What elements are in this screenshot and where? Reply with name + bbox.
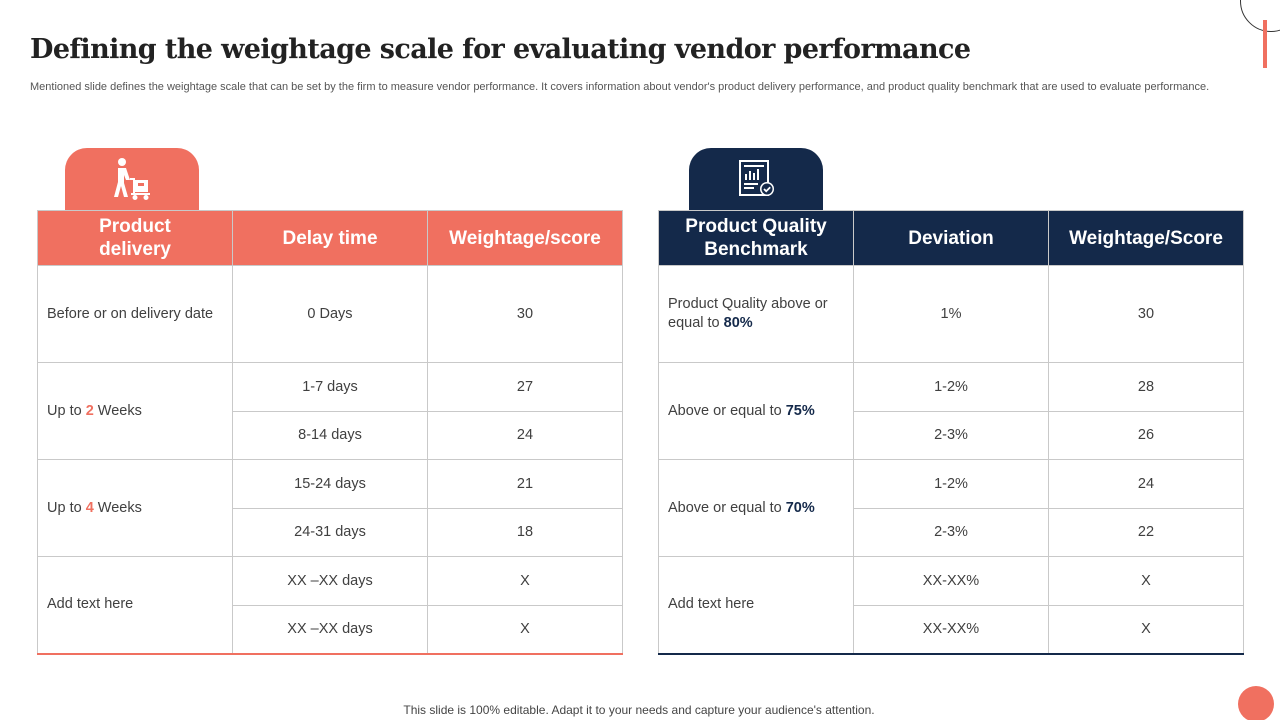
quality-report-icon — [739, 160, 774, 196]
table-row: Above or equal to 75% 1-2% 28 — [658, 362, 1244, 460]
table-row: Above or equal to 70% 1-2% 24 — [658, 459, 1244, 557]
table-row: 8-14 days 24 — [38, 410, 623, 460]
delivery-icon-tab — [65, 148, 199, 210]
table-row: 2-3% 22 — [659, 507, 1244, 557]
delay-time-cell: 0 Days — [232, 265, 428, 363]
score-cell: 24 — [1048, 459, 1244, 509]
row-label: Add text here — [658, 556, 854, 654]
table-row: Before or on delivery date 0 Days 30 — [37, 265, 623, 363]
row-label: Above or equal to 70% — [658, 459, 854, 557]
deviation-cell: XX-XX% — [853, 604, 1049, 654]
deviation-cell: XX-XX% — [853, 556, 1049, 606]
table-header-row: Product delivery Delay time Weightage/sc… — [37, 210, 623, 266]
score-cell: 27 — [427, 362, 623, 412]
deviation-cell: 2-3% — [853, 410, 1049, 460]
score-cell: X — [427, 556, 623, 606]
column-header: Weightage/Score — [1048, 210, 1244, 266]
deviation-cell: 1% — [853, 265, 1049, 363]
quality-weightage-table: Product Quality Benchmark Deviation Weig… — [658, 210, 1244, 655]
column-header: Deviation — [853, 210, 1049, 266]
table-header-row: Product Quality Benchmark Deviation Weig… — [658, 210, 1244, 266]
row-label: Up to 2 Weeks — [37, 362, 233, 460]
table-row: Up to 2 Weeks 1-7 days 27 — [37, 362, 623, 460]
quality-icon-tab — [689, 148, 823, 210]
delay-time-cell: XX –XX days — [232, 604, 428, 654]
score-cell: 22 — [1048, 507, 1244, 557]
delay-time-cell: 15-24 days — [232, 459, 428, 509]
decorative-dot — [1238, 686, 1274, 720]
decorative-circle — [1240, 0, 1280, 32]
footer-note: This slide is 100% editable. Adapt it to… — [403, 703, 875, 717]
delivery-worker-icon — [114, 158, 150, 200]
score-cell: 30 — [1048, 265, 1244, 363]
row-label: Above or equal to 75% — [658, 362, 854, 460]
score-cell: 24 — [427, 410, 623, 460]
column-header: Delay time — [232, 210, 428, 266]
row-label: Up to 4 Weeks — [37, 459, 233, 557]
column-header: Product delivery — [37, 210, 233, 266]
deviation-cell: 1-2% — [853, 362, 1049, 412]
deviation-cell: 1-2% — [853, 459, 1049, 509]
table-row: Up to 4 Weeks 15-24 days 21 — [37, 459, 623, 557]
delay-time-cell: 1-7 days — [232, 362, 428, 412]
score-cell: 26 — [1048, 410, 1244, 460]
score-cell: X — [1048, 604, 1244, 654]
column-header: Product Quality Benchmark — [658, 210, 854, 266]
score-cell: 18 — [427, 507, 623, 557]
table-row: Product Quality above or equal to 80% 1%… — [658, 265, 1244, 363]
delay-time-cell: 24-31 days — [232, 507, 428, 557]
score-cell: X — [427, 604, 623, 654]
page-subtitle: Mentioned slide defines the weightage sc… — [30, 81, 1210, 93]
score-cell: X — [1048, 556, 1244, 606]
score-cell: 28 — [1048, 362, 1244, 412]
deviation-cell: 2-3% — [853, 507, 1049, 557]
score-cell: 30 — [427, 265, 623, 363]
row-label: Before or on delivery date — [37, 265, 233, 363]
delay-time-cell: XX –XX days — [232, 556, 428, 606]
delivery-weightage-table: Product delivery Delay time Weightage/sc… — [37, 210, 623, 655]
table-row: 2-3% 26 — [659, 410, 1244, 460]
table-row: Add text here XX-XX% X — [658, 556, 1244, 654]
delay-time-cell: 8-14 days — [232, 410, 428, 460]
decorative-bar — [1263, 20, 1267, 68]
row-label: Add text here — [37, 556, 233, 654]
table-row: Add text here XX –XX days X — [37, 556, 623, 654]
row-label: Product Quality above or equal to 80% — [658, 265, 854, 363]
page-title: Defining the weightage scale for evaluat… — [30, 34, 971, 65]
table-row: XX-XX% X — [659, 604, 1244, 654]
score-cell: 21 — [427, 459, 623, 509]
column-header: Weightage/score — [427, 210, 623, 266]
table-row: XX –XX days X — [38, 604, 623, 654]
